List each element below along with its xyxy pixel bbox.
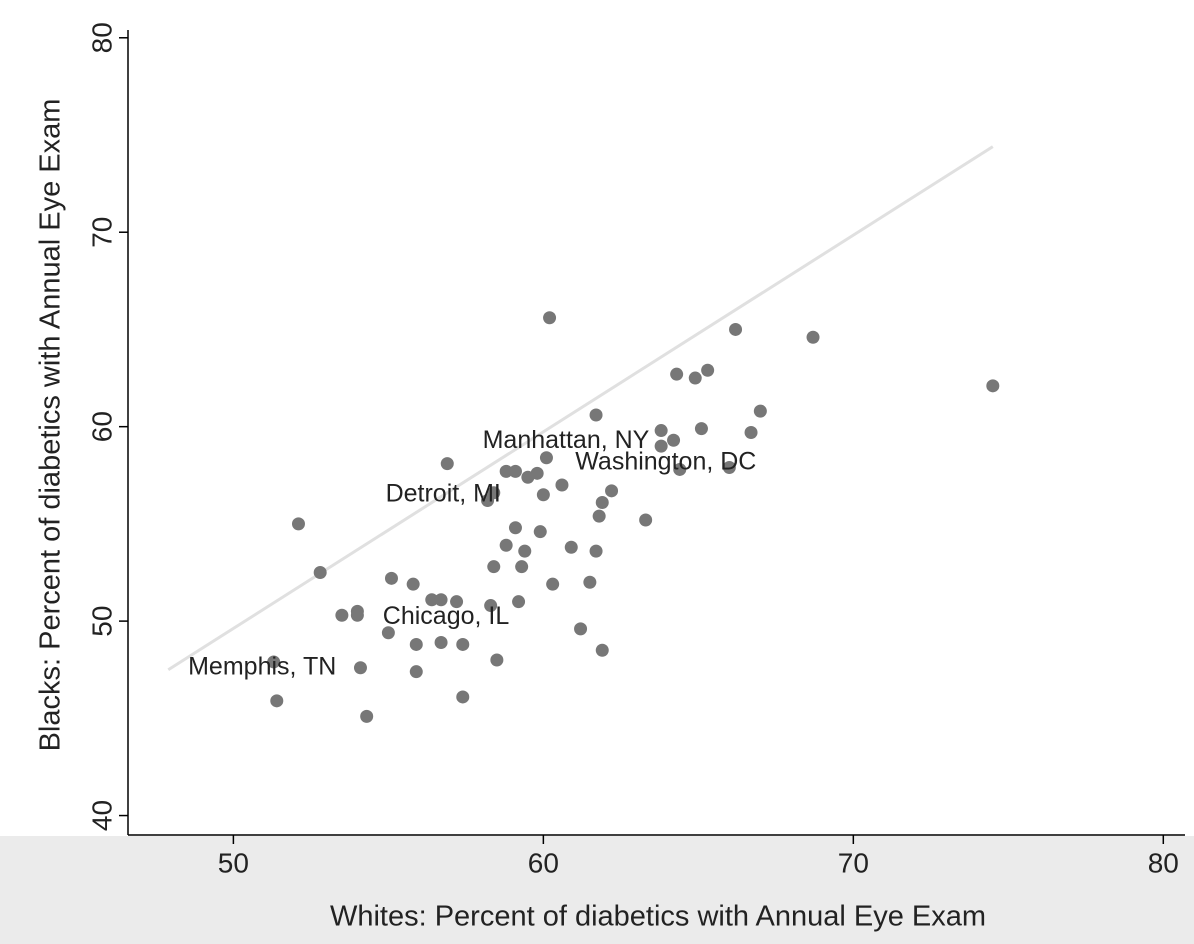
point	[744, 426, 758, 439]
point	[440, 457, 454, 471]
point	[499, 538, 513, 552]
y-tick-label: 50	[86, 606, 117, 637]
point	[313, 566, 327, 579]
point	[291, 517, 305, 531]
point	[515, 560, 529, 574]
point	[592, 509, 606, 523]
point	[729, 322, 743, 336]
point	[546, 577, 560, 591]
point	[533, 525, 547, 539]
point	[673, 462, 687, 476]
point	[564, 540, 578, 554]
point	[360, 709, 374, 723]
point	[589, 544, 603, 558]
point	[512, 595, 526, 609]
point	[481, 494, 495, 508]
x-tick-label: 50	[218, 847, 249, 878]
point	[409, 665, 423, 679]
reference-line	[167, 145, 994, 671]
point	[654, 424, 668, 438]
point	[595, 643, 609, 657]
outer-region	[0, 836, 1194, 944]
point	[381, 626, 395, 640]
point	[490, 653, 504, 667]
point	[425, 593, 439, 607]
y-axis-title: Blacks: Percent of diabetics with Annual…	[35, 99, 67, 752]
x-tick-label: 70	[838, 847, 869, 878]
point	[806, 330, 820, 344]
point	[583, 575, 597, 589]
point-label: Washington, DC	[575, 447, 756, 475]
point	[595, 496, 609, 509]
point-label: Manhattan, NY	[483, 426, 650, 454]
point-label: Chicago, IL	[383, 602, 510, 630]
x-tick-label: 80	[1148, 847, 1179, 878]
point	[456, 637, 470, 651]
point	[267, 655, 281, 669]
point	[434, 636, 448, 649]
point	[753, 404, 767, 418]
y-tick-label: 60	[86, 411, 117, 442]
point	[434, 593, 448, 607]
point	[574, 622, 588, 636]
x-axis-title: Whites: Percent of diabetics with Annual…	[330, 901, 986, 933]
point	[555, 478, 569, 492]
point	[530, 466, 544, 480]
point	[722, 461, 736, 474]
y-tick-label: 80	[86, 22, 117, 53]
point	[518, 544, 532, 558]
point	[639, 513, 653, 527]
y-tick-label: 40	[86, 800, 117, 831]
y-tick-label: 70	[86, 217, 117, 248]
point	[409, 637, 423, 651]
point	[508, 521, 522, 535]
point	[605, 484, 619, 498]
point-label: Detroit, MI	[386, 480, 501, 508]
point	[508, 464, 522, 478]
point	[270, 694, 284, 708]
point	[670, 367, 684, 381]
point	[688, 371, 702, 385]
point	[384, 571, 398, 585]
point	[536, 488, 550, 502]
point	[701, 363, 715, 377]
point	[353, 661, 367, 675]
point	[499, 464, 513, 478]
point	[589, 408, 603, 422]
point	[539, 451, 553, 465]
point	[694, 422, 708, 436]
point	[450, 595, 464, 609]
x-tick-label: 60	[528, 847, 559, 878]
point	[654, 439, 668, 453]
point	[335, 608, 349, 622]
point	[406, 577, 420, 591]
point	[986, 379, 1000, 393]
point	[484, 599, 498, 613]
point	[667, 433, 681, 447]
point	[543, 311, 557, 325]
point	[487, 560, 501, 574]
point-label: Memphis, TN	[188, 652, 336, 680]
point	[350, 608, 364, 622]
point	[456, 690, 470, 704]
